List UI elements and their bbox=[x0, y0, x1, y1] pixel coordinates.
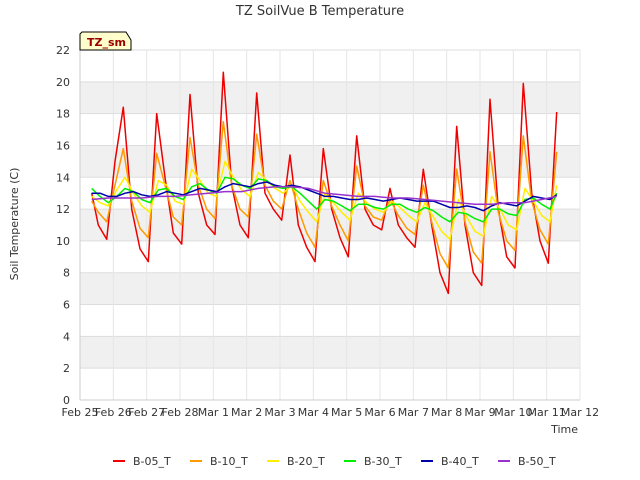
x-tick-label: Feb 28 bbox=[162, 406, 199, 419]
plot-area bbox=[80, 50, 580, 400]
x-tick-label: Mar 2 bbox=[231, 406, 262, 419]
y-tick-label: 16 bbox=[56, 139, 70, 152]
plot-band bbox=[80, 336, 580, 369]
plot-band bbox=[80, 240, 580, 273]
y-tick-label: 8 bbox=[63, 267, 70, 280]
plot-band bbox=[80, 113, 580, 146]
x-tick-label: Feb 27 bbox=[128, 406, 165, 419]
y-tick-label: 4 bbox=[63, 330, 70, 343]
legend: B-05_T B-10_T B-20_T B-30_T B-40_T B-50_T bbox=[113, 455, 556, 468]
legend-item-B-05_T: B-05_T bbox=[113, 455, 171, 468]
series-line-B-50_T bbox=[91, 186, 557, 206]
x-axis-label: Time bbox=[550, 423, 578, 436]
y-tick-label: 14 bbox=[56, 171, 70, 184]
x-tick-label: Mar 4 bbox=[298, 406, 329, 419]
x-tick-label: Mar 9 bbox=[464, 406, 495, 419]
x-tick-label: Mar 8 bbox=[431, 406, 462, 419]
legend-item-B-30_T: B-30_T bbox=[344, 455, 402, 468]
y-tick-label: 2 bbox=[63, 362, 70, 375]
legend-item-B-50_T: B-50_T bbox=[498, 455, 556, 468]
y-tick-label: 22 bbox=[56, 44, 70, 57]
plot-band bbox=[80, 368, 580, 400]
x-tick-label: Mar 7 bbox=[398, 406, 429, 419]
x-tick-label: Mar 11 bbox=[528, 406, 566, 419]
series-layer bbox=[90, 71, 558, 295]
tag-box bbox=[79, 31, 132, 51]
x-tick-label: Mar 12 bbox=[561, 406, 599, 419]
legend-label: B-05_T bbox=[133, 455, 171, 468]
plot-band bbox=[80, 304, 580, 337]
y-tick-label: 12 bbox=[56, 203, 70, 216]
legend-label: B-20_T bbox=[287, 455, 325, 468]
axes bbox=[79, 50, 581, 401]
x-tick-label: Feb 26 bbox=[95, 406, 132, 419]
chart-title: TZ SoilVue B Temperature bbox=[235, 4, 404, 19]
y-tick-labels: 0 2 4 6 8 10 12 14 16 18 20 22 bbox=[56, 44, 70, 407]
plot-band bbox=[80, 81, 580, 114]
legend-item-B-40_T: B-40_T bbox=[421, 455, 479, 468]
series-line-B-40_T bbox=[91, 181, 558, 212]
x-tick-label: Mar 1 bbox=[198, 406, 229, 419]
y-tick-label: 6 bbox=[63, 299, 70, 312]
plot-band bbox=[80, 272, 580, 305]
x-tick-label: Mar 6 bbox=[364, 406, 395, 419]
legend-label: B-40_T bbox=[441, 455, 479, 468]
tag-text: TZ_sm bbox=[87, 36, 126, 49]
x-tick-label: Mar 10 bbox=[494, 406, 532, 419]
legend-item-B-10_T: B-10_T bbox=[190, 455, 248, 468]
legend-label: B-30_T bbox=[364, 455, 402, 468]
x-tick-label: Mar 5 bbox=[331, 406, 362, 419]
y-tick-label: 0 bbox=[63, 394, 70, 407]
y-axis-label: Soil Temperature (C) bbox=[8, 168, 21, 281]
plot-band bbox=[80, 50, 580, 82]
legend-label: B-10_T bbox=[210, 455, 248, 468]
x-tick-label: Mar 3 bbox=[264, 406, 295, 419]
series-line-B-30_T bbox=[91, 176, 558, 223]
y-tick-label: 10 bbox=[56, 235, 70, 248]
legend-label: B-50_T bbox=[518, 455, 556, 468]
tag-label: TZ_sm bbox=[79, 31, 132, 51]
y-tick-label: 20 bbox=[56, 76, 70, 89]
x-tick-label: Feb 25 bbox=[62, 406, 99, 419]
legend-item-B-20_T: B-20_T bbox=[267, 455, 325, 468]
plot-band bbox=[80, 209, 580, 241]
y-tick-label: 18 bbox=[56, 108, 70, 121]
